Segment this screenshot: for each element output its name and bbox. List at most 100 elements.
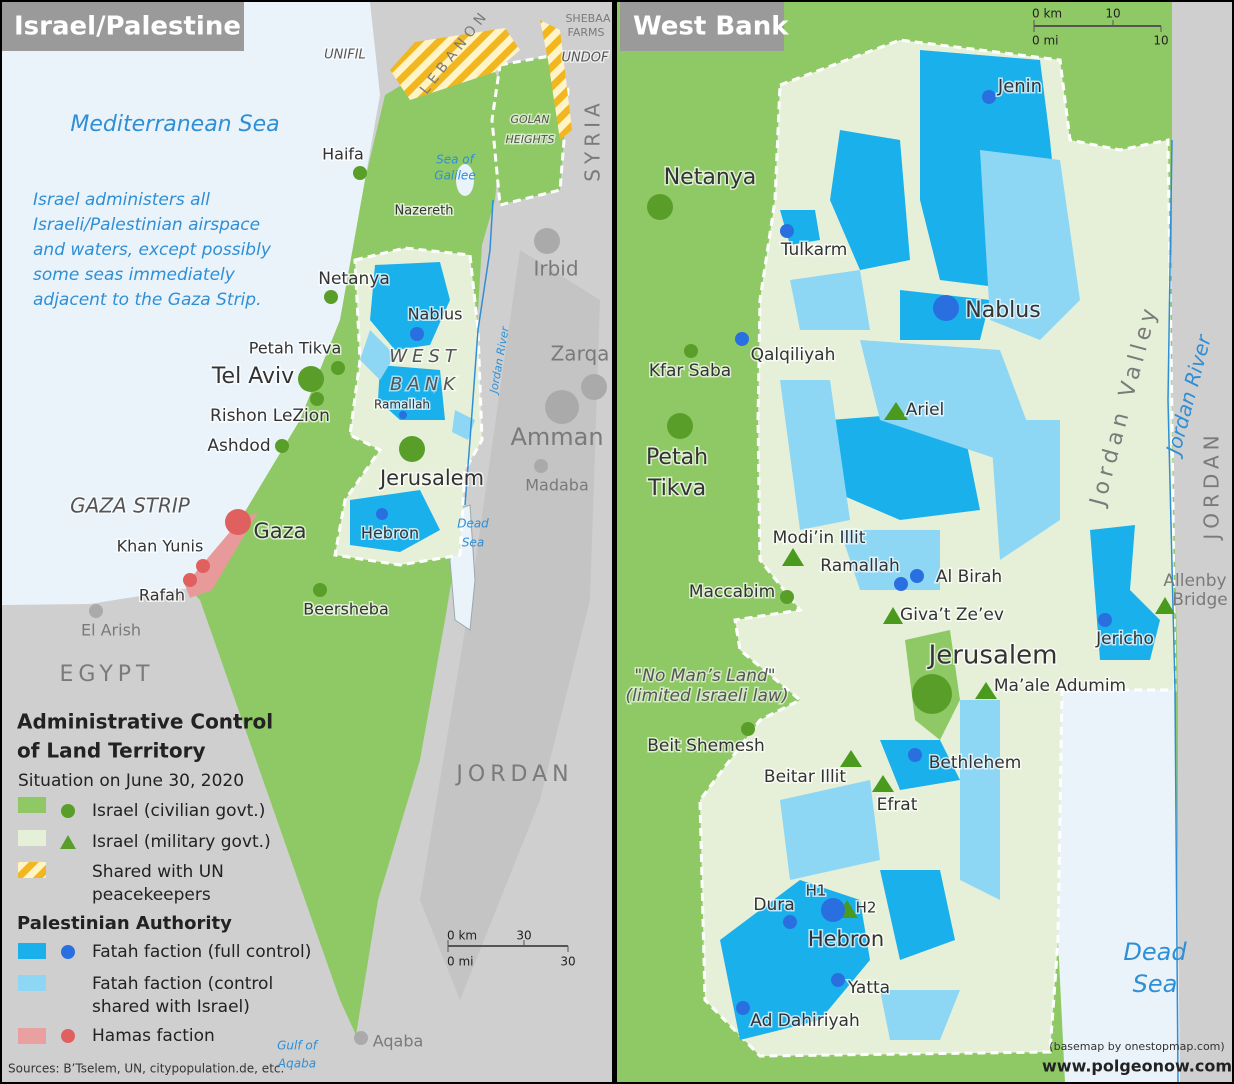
- label: Galilee: [434, 169, 475, 183]
- legend-item: Israel (military govt.): [92, 832, 271, 852]
- label: FARMS: [568, 26, 605, 39]
- label: Rishon LeZion: [210, 406, 330, 426]
- panel-title: West Bank: [633, 12, 789, 42]
- scale-label: 0 km: [1032, 7, 1062, 21]
- label: Zarqa: [551, 342, 610, 366]
- label: (limited Israeli law): [626, 686, 789, 706]
- pa-areas: [720, 50, 1160, 1040]
- label: GOLAN: [510, 113, 549, 126]
- legend-subtitle: Situation on June 30, 2020: [18, 771, 244, 791]
- label: Ma’ale Adumim: [994, 676, 1126, 696]
- label: Dead: [457, 517, 489, 531]
- label: Netanya: [318, 269, 390, 289]
- legend-item: shared with Israel): [92, 997, 250, 1017]
- label: Aqaba: [373, 1032, 424, 1051]
- pa-shared-areas: [780, 150, 1080, 1040]
- label: GAZA STRIP: [70, 494, 191, 518]
- note-line: Israeli/Palestinian airspace: [33, 215, 260, 235]
- label: Efrat: [877, 795, 918, 815]
- jordan: [1172, 2, 1232, 1082]
- legend-item: Hamas faction: [92, 1026, 215, 1046]
- label: Ashdod: [207, 436, 270, 456]
- jordan-river: [1167, 139, 1179, 1082]
- label: Modi’in Illit: [773, 528, 866, 548]
- labels: LEBANONUNIFILSHEBAAFARMSUNDOFSYRIAGOLANH…: [60, 7, 612, 1071]
- legend-item: Fatah faction (full control): [92, 942, 311, 962]
- scale-label: 10: [1153, 34, 1168, 48]
- label: Hebron: [808, 927, 884, 951]
- note-line: adjacent to the Gaza Strip.: [33, 290, 261, 310]
- label: El Arish: [81, 621, 141, 640]
- legend-item: Fatah faction (control: [92, 974, 273, 994]
- label: Haifa: [322, 145, 364, 164]
- unifil-zone: [390, 28, 520, 100]
- legend-item: Shared with UN: [92, 862, 224, 882]
- label: HEIGHTS: [506, 133, 555, 146]
- label: UNIFIL: [324, 48, 366, 63]
- scale-label: 30: [560, 955, 575, 969]
- note-line: some seas immediately: [33, 265, 236, 285]
- label: Gulf of: [277, 1039, 319, 1053]
- sea-of-galilee: [456, 164, 474, 196]
- label: Maccabim: [689, 582, 775, 602]
- label: Beitar Illit: [764, 767, 847, 787]
- legend-title: of Land Territory: [17, 739, 206, 763]
- label: Mediterranean Sea: [70, 112, 279, 137]
- label: Tikva: [647, 476, 706, 501]
- label: JORDAN: [454, 762, 573, 787]
- label: JORDAN: [1200, 430, 1224, 541]
- label: Ad Dahiriyah: [750, 1011, 860, 1031]
- credit: (basemap by onestopmap.com): [1049, 1040, 1224, 1053]
- label: Ramallah: [820, 556, 899, 576]
- scale-label: 10: [1105, 7, 1120, 21]
- label: Nazereth: [395, 204, 454, 219]
- label: Dura: [753, 895, 794, 915]
- undof-zone: [540, 20, 572, 140]
- label: Beit Shemesh: [647, 736, 765, 756]
- label: H1: [806, 882, 827, 900]
- pa-areas: [350, 262, 450, 552]
- label: Aqaba: [277, 1057, 316, 1071]
- scale-label: 30: [516, 929, 531, 943]
- note-line: and waters, except possibly: [33, 240, 272, 260]
- legend: Administrative Control of Land Territory S…: [17, 710, 311, 1047]
- scale-label: 0 mi: [1032, 34, 1058, 48]
- label: Petah Tikva: [249, 339, 342, 358]
- label: Sea: [462, 536, 484, 550]
- label: Qalqiliyah: [751, 345, 836, 365]
- label: Irbid: [533, 257, 578, 281]
- title-box: [620, 2, 784, 51]
- label: Kfar Saba: [649, 361, 731, 381]
- legend-item: Israel (civilian govt.): [92, 801, 265, 821]
- label: Jerusalem: [927, 641, 1058, 671]
- website: www.polgeonow.com: [1042, 1057, 1232, 1076]
- scale-label: 0 mi: [447, 955, 473, 969]
- label: Khan Yunis: [117, 537, 204, 556]
- label: Yatta: [847, 978, 890, 998]
- label: EGYPT: [60, 662, 155, 687]
- label: Nablus: [408, 305, 463, 324]
- scale-bar: 0 km 10 0 mi 10: [1032, 7, 1169, 48]
- scale-label: 0 km: [447, 929, 477, 943]
- note: Israel administers all Israeli/Palestinia…: [33, 190, 272, 310]
- jordan-river: [464, 199, 494, 506]
- label: Allenby: [1163, 571, 1226, 591]
- left-map: Israel/Palestine Israel administers allI…: [2, 2, 612, 1082]
- city-dots: [647, 90, 1175, 1015]
- label: H2: [856, 899, 877, 917]
- label: Sea of: [436, 153, 476, 167]
- note-line: Israel administers all: [33, 190, 210, 210]
- panel-title: Israel/Palestine: [14, 12, 241, 42]
- label: Ramallah: [374, 398, 430, 412]
- scale-bar: 0 km 30 0 mi 30: [447, 929, 576, 969]
- label: Beersheba: [303, 600, 389, 619]
- legend-title: Administrative Control: [17, 710, 273, 734]
- label: Nablus: [965, 298, 1040, 323]
- label: UNDOF: [562, 51, 609, 66]
- label: Jenin: [997, 76, 1042, 97]
- label: BANK: [390, 374, 460, 395]
- label: Jerusalem: [378, 466, 484, 490]
- label: Dead: [1123, 938, 1187, 966]
- label: Bethlehem: [929, 753, 1022, 773]
